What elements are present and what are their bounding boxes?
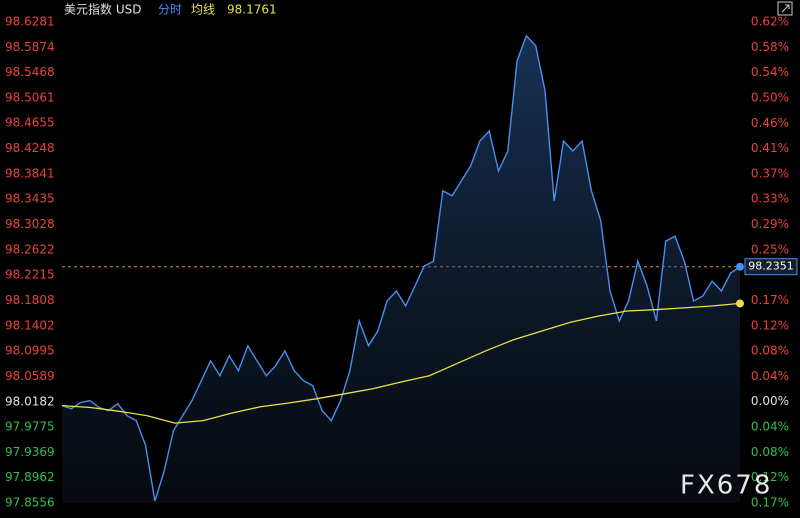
y2-tick-label: 0.04% (751, 420, 789, 434)
watermark: FX678 (680, 471, 772, 501)
y2-tick-label: 0.29% (751, 217, 789, 231)
average-end-dot (736, 299, 744, 308)
y-tick-label: 98.5468 (5, 65, 55, 79)
y-tick-label: 98.4655 (5, 116, 55, 130)
y2-tick-label: 0.46% (751, 116, 789, 130)
y-tick-label: 97.9369 (5, 445, 55, 459)
price-area (62, 35, 740, 504)
chart-title: 美元指数 USD (64, 2, 141, 17)
y-tick-label: 97.8556 (5, 496, 55, 510)
price-end-dot (736, 262, 744, 271)
y2-tick-label: 0.50% (751, 90, 789, 104)
icon-arrow[interactable] (781, 4, 790, 13)
y-tick-label: 98.1808 (5, 293, 55, 307)
y-tick-label: 98.5061 (5, 90, 55, 104)
y-tick-label: 98.0995 (5, 344, 55, 358)
y2-tick-label: 0.58% (751, 40, 789, 54)
y2-tick-label: 0.12% (751, 318, 789, 332)
y-tick-label: 98.6281 (5, 15, 55, 29)
y2-tick-label: 0.17% (751, 293, 789, 307)
y2-tick-label: 0.54% (751, 65, 789, 79)
y-tick-label: 98.4248 (5, 141, 55, 155)
y-tick-label: 98.3435 (5, 192, 55, 206)
y2-tick-label: 0.08% (751, 445, 789, 459)
y-tick-label: 98.1402 (5, 318, 55, 332)
y2-tick-label: 0.33% (751, 192, 789, 206)
y-tick-label: 98.5874 (5, 40, 55, 54)
y-tick-label: 98.3028 (5, 217, 55, 231)
mode-label: 分时 (158, 3, 182, 17)
y2-tick-label: 0.04% (751, 369, 789, 383)
y2-tick-label: 0.62% (751, 15, 789, 29)
current-price-box (744, 258, 798, 276)
y2-tick-label: 0.25% (751, 242, 789, 256)
average-line (61, 302, 741, 424)
y2-tick-label: 0.08% (751, 344, 789, 358)
corner-icon[interactable] (777, 1, 793, 16)
y-tick-label: 98.0589 (5, 369, 55, 383)
current-price-label: 98.2351 (748, 260, 794, 273)
y2-tick-label: 0.12% (751, 470, 789, 484)
y-tick-label: 98.2215 (5, 268, 55, 282)
y2-tick-label: 0.00% (751, 394, 789, 408)
y-tick-label: 98.2622 (5, 242, 55, 256)
y-tick-label: 98.3841 (5, 166, 55, 180)
price-line (61, 34, 741, 502)
y2-tick-label: 0.17% (751, 496, 789, 510)
y-tick-label: 97.8962 (5, 470, 55, 484)
y-tick-label: 98.0182 (5, 394, 55, 408)
y2-tick-label: 0.41% (751, 141, 789, 155)
y-tick-label: 97.9775 (5, 420, 55, 434)
y2-tick-label: 0.37% (751, 166, 789, 180)
average-value: 98.1761 (227, 3, 277, 17)
icon-frame[interactable] (777, 1, 793, 16)
average-label: 均线 (191, 3, 215, 17)
